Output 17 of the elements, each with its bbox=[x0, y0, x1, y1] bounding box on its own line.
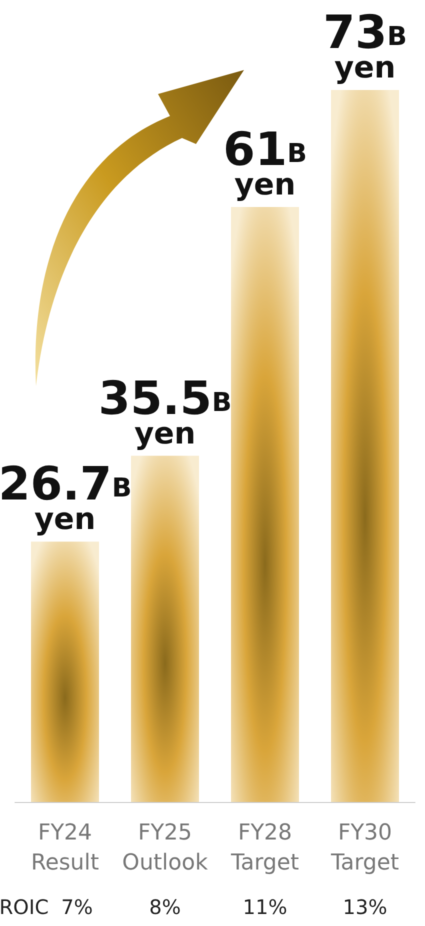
x-tick-label: FY25 Outlook bbox=[122, 820, 208, 876]
text: ROIC bbox=[0, 895, 49, 919]
x-tick-label: FY24 Result bbox=[31, 820, 100, 876]
bar bbox=[131, 456, 199, 802]
x-tick-label: FY28 Target bbox=[230, 820, 300, 876]
bar bbox=[331, 90, 399, 802]
text: 13% bbox=[342, 895, 388, 919]
text: 8% bbox=[149, 895, 181, 919]
x-tick-label: FY30 Target bbox=[330, 820, 400, 876]
data-label: 61B yen bbox=[223, 122, 307, 203]
text: 7% bbox=[61, 895, 93, 919]
data-label: 35.5B yen bbox=[98, 370, 232, 452]
data-label: 73B yen bbox=[323, 5, 407, 86]
data-label: 26.7B yen bbox=[0, 456, 132, 538]
text: 11% bbox=[242, 895, 288, 919]
bar bbox=[231, 207, 299, 802]
bar bbox=[31, 542, 99, 802]
